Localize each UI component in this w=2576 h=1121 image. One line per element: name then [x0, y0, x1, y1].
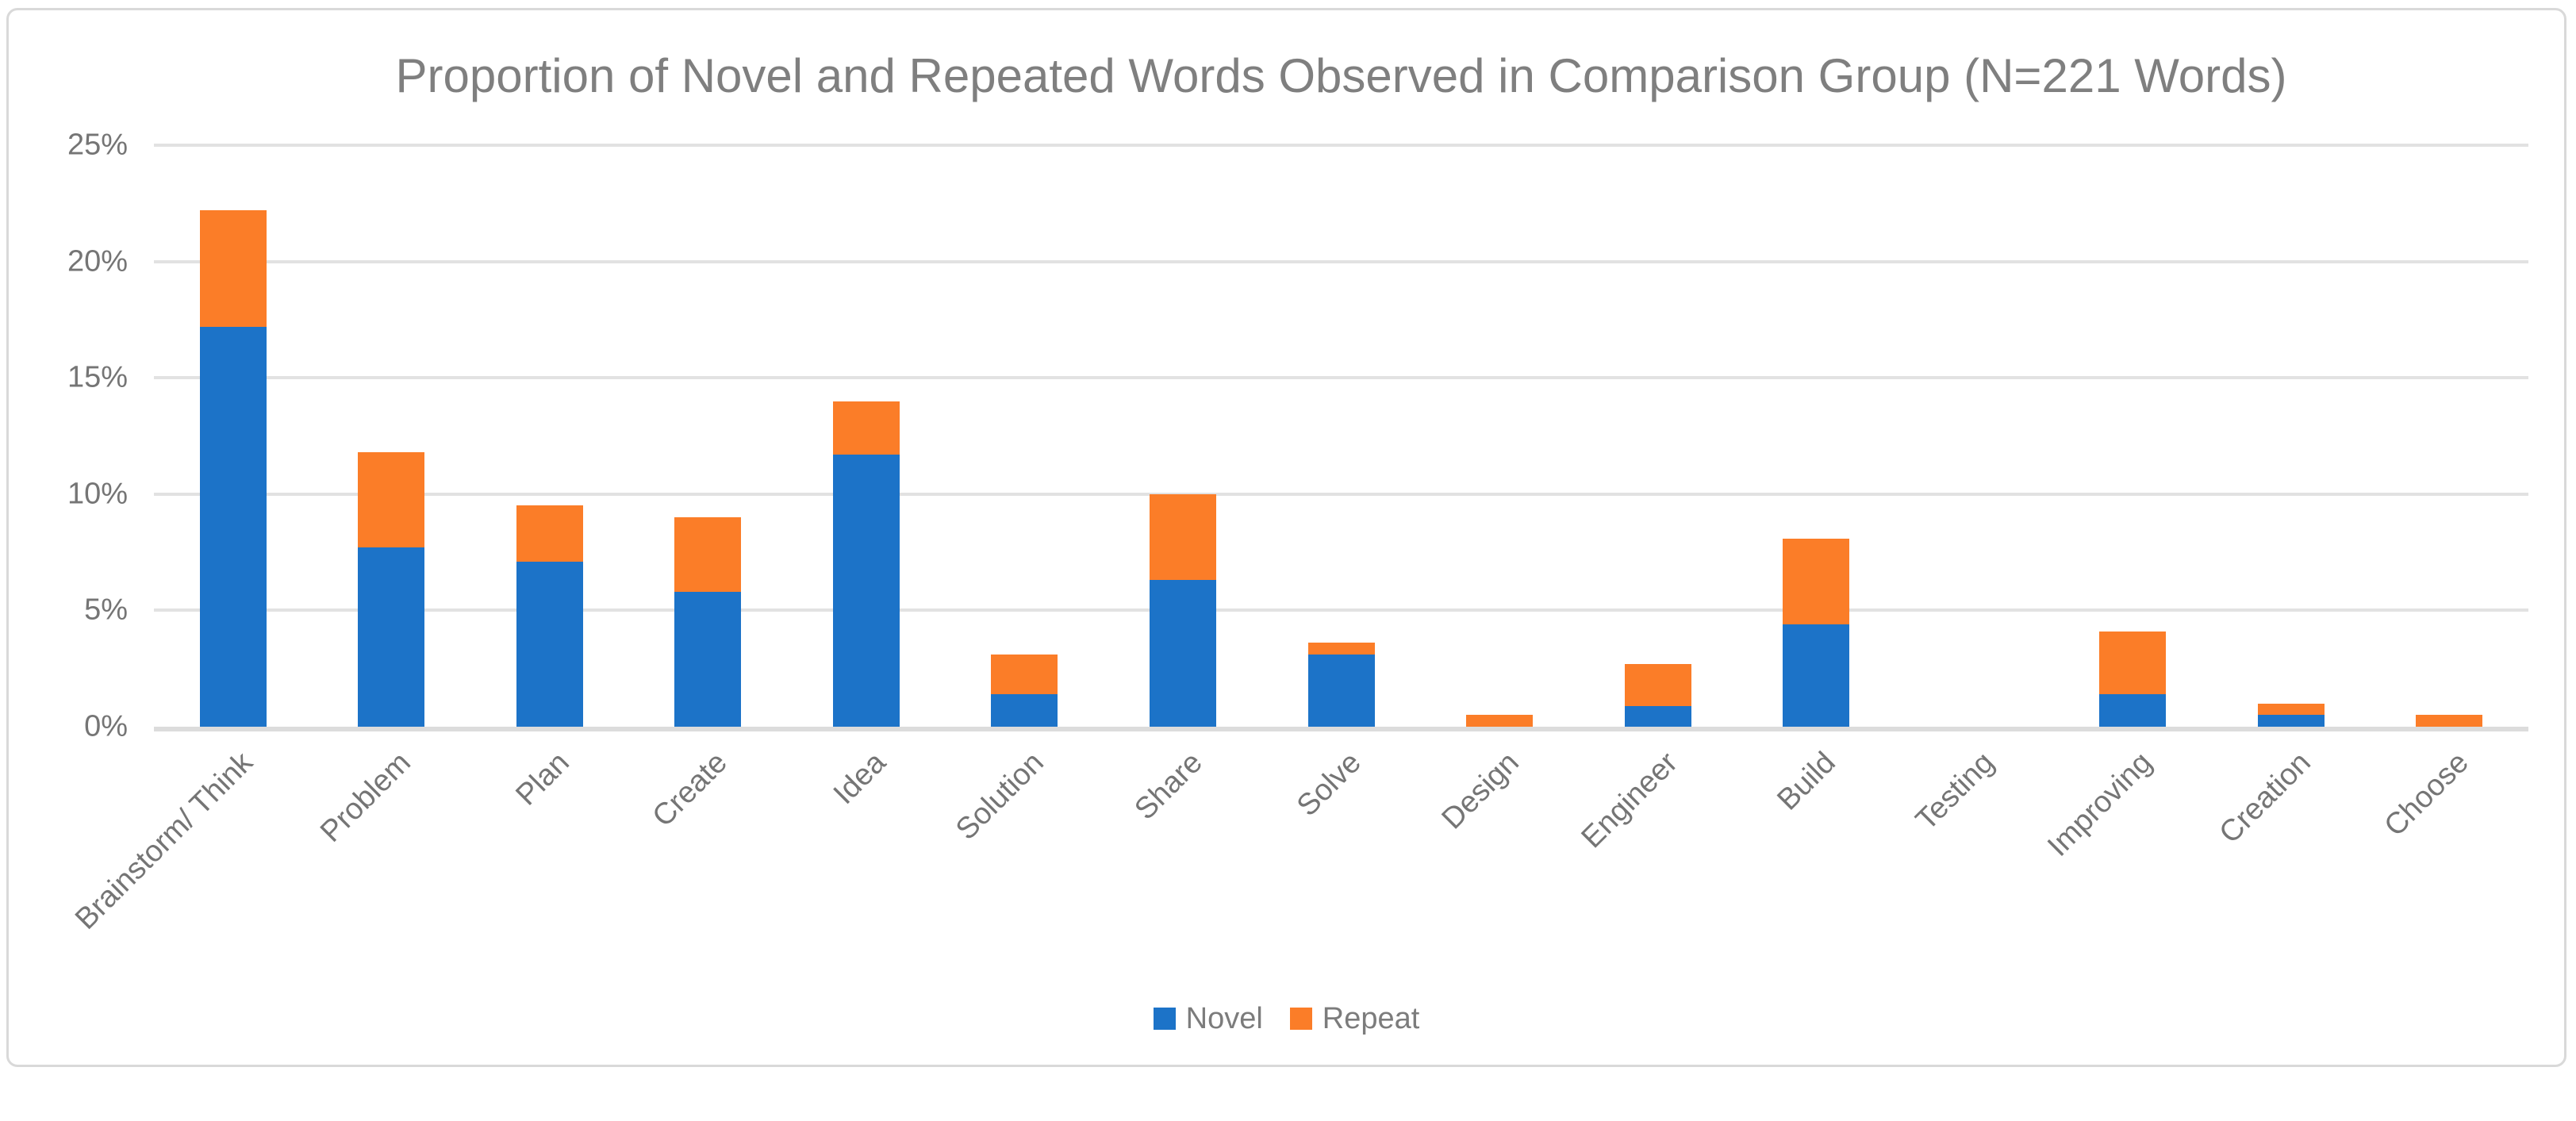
gridline-25	[154, 144, 2528, 147]
gridline-20	[154, 259, 2528, 263]
bar-share-repeat	[1149, 493, 1216, 581]
legend-label-novel: Novel	[1185, 1001, 1263, 1035]
legend-item-novel: Novel	[1153, 1001, 1263, 1036]
bar-creation-repeat	[2257, 703, 2325, 716]
legend-swatch-novel	[1153, 1008, 1176, 1030]
gridline-5	[154, 608, 2528, 612]
y-tick-label-20: 20%	[67, 244, 128, 278]
chart-title: Proportion of Novel and Repeated Words O…	[395, 49, 2287, 102]
gridline-10	[154, 492, 2528, 496]
bar-solution-repeat	[991, 655, 1058, 694]
bar-problem-repeat	[358, 452, 425, 548]
legend-swatch-repeat	[1289, 1008, 1312, 1030]
legend-item-repeat: Repeat	[1289, 1001, 1420, 1036]
bar-create-repeat	[674, 517, 742, 592]
bar-plan-repeat	[516, 505, 583, 562]
bar-engineer-novel	[1624, 705, 1691, 727]
y-tick-label-25: 25%	[67, 128, 128, 162]
bar-idea-repeat	[832, 401, 900, 455]
x-axis-line	[154, 727, 2528, 731]
y-tick-label-10: 10%	[67, 477, 128, 511]
bar-design-repeat	[1466, 715, 1534, 727]
bar-create-novel	[674, 591, 742, 727]
bar-brainstorm-think-repeat	[199, 210, 267, 327]
legend: Novel Repeat	[9, 996, 2564, 1041]
bar-improving-novel	[2099, 693, 2167, 727]
bar-choose-repeat	[2416, 715, 2483, 727]
bar-build-novel	[1783, 624, 1850, 727]
bar-brainstorm-think-novel	[199, 326, 267, 727]
y-tick-label-15: 15%	[67, 360, 128, 394]
bar-solve-repeat	[1307, 643, 1375, 655]
bar-build-repeat	[1783, 538, 1850, 624]
y-tick-label-5: 5%	[84, 593, 128, 627]
bar-engineer-repeat	[1624, 663, 1691, 706]
bar-idea-novel	[832, 454, 900, 727]
gridline-15	[154, 376, 2528, 380]
bar-solve-novel	[1307, 655, 1375, 727]
chart-frame: Proportion of Novel and Repeated Words O…	[6, 8, 2566, 1067]
bar-problem-novel	[358, 547, 425, 727]
bar-creation-novel	[2257, 715, 2325, 727]
legend-label-repeat: Repeat	[1322, 1001, 1420, 1035]
bar-solution-novel	[991, 693, 1058, 727]
bar-improving-repeat	[2099, 631, 2167, 694]
bar-share-novel	[1149, 580, 1216, 727]
plot-area: 25% 20% 15% 10% 5% 0% Brainstorm/ Think Problem…	[67, 129, 2528, 936]
bar-plan-novel	[516, 561, 583, 727]
y-tick-label-0: 0%	[84, 709, 128, 743]
